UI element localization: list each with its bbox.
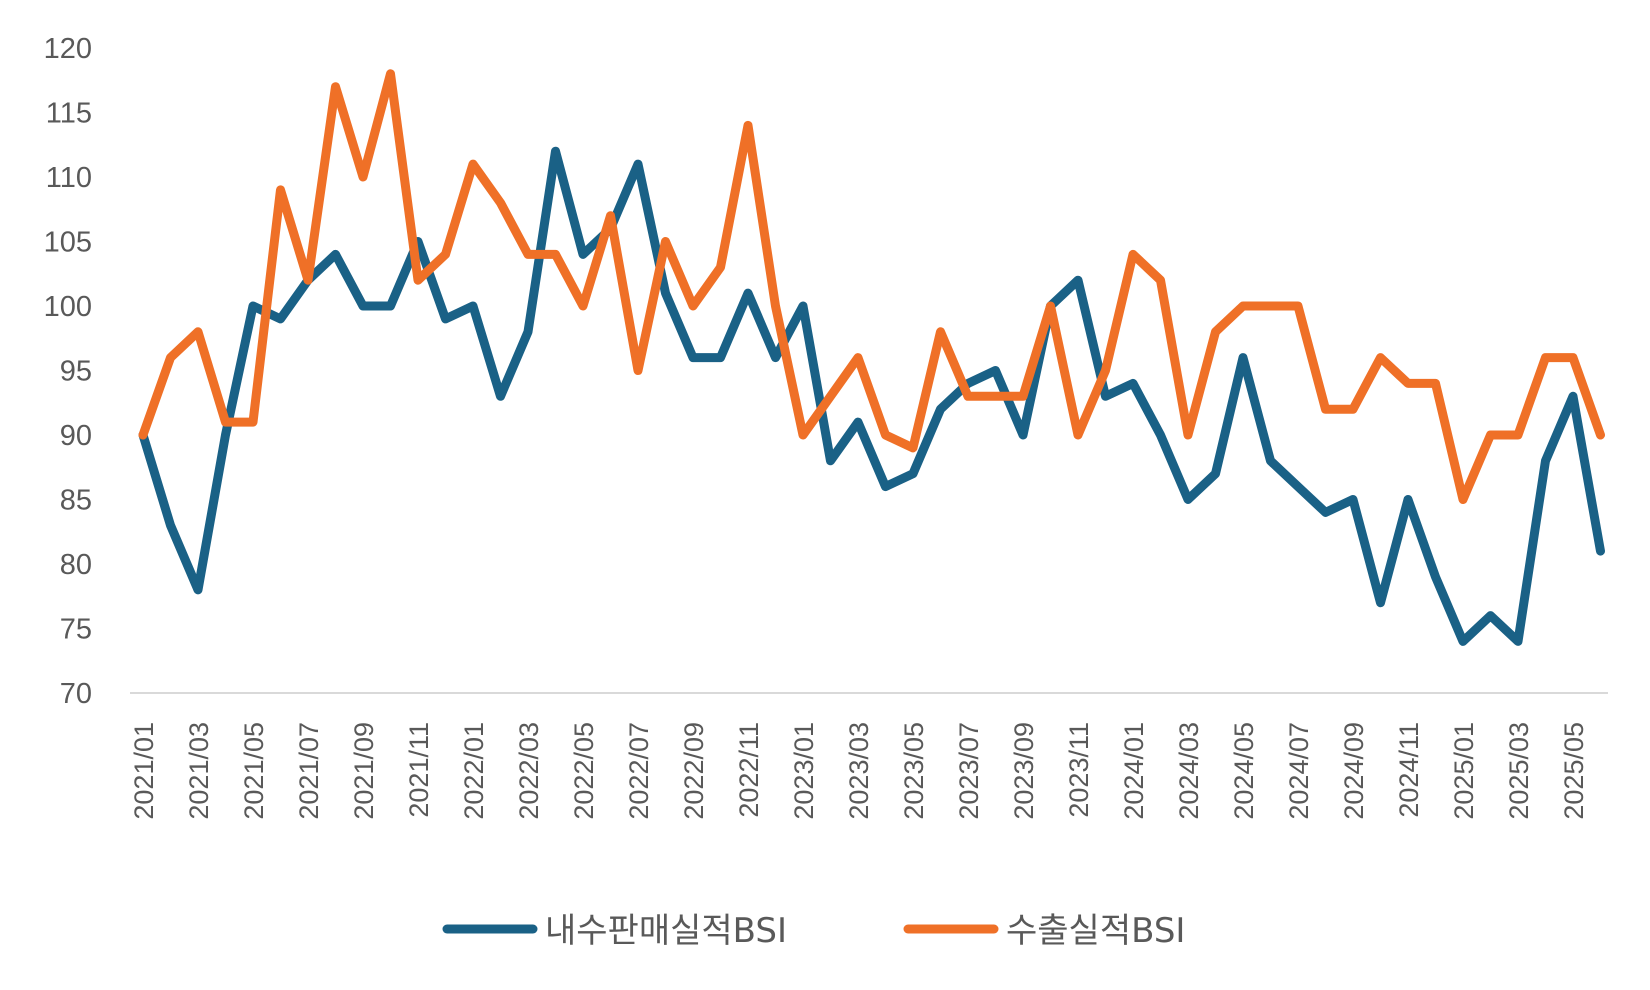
y-tick-label: 100 bbox=[44, 291, 92, 323]
x-tick-label: 2024/01 bbox=[1119, 722, 1149, 820]
x-axis-ticks: 2021/01 2021/03 2021/05 2021/07 2021/09 2021/… bbox=[129, 722, 1589, 820]
series-line-domestic bbox=[138, 146, 1605, 646]
x-tick-label: 2022/05 bbox=[569, 722, 599, 820]
x-tick-label: 2024/03 bbox=[1174, 722, 1204, 820]
x-tick-label: 2021/09 bbox=[349, 722, 379, 820]
y-tick-label: 105 bbox=[44, 227, 92, 259]
series-lines bbox=[138, 69, 1605, 646]
x-tick-label: 2021/11 bbox=[404, 722, 434, 818]
y-tick-label: 115 bbox=[46, 98, 92, 130]
legend-item-export: 수출실적BSI bbox=[903, 911, 1185, 951]
y-tick-label: 95 bbox=[60, 356, 92, 388]
y-tick-label: 120 bbox=[44, 33, 92, 65]
x-tick-label: 2021/05 bbox=[239, 722, 269, 820]
x-tick-label: 2022/11 bbox=[734, 722, 764, 818]
y-tick-label: 110 bbox=[46, 162, 92, 194]
legend-item-domestic: 내수판매실적BSI bbox=[442, 911, 787, 951]
x-tick-label: 2024/09 bbox=[1339, 722, 1369, 820]
x-tick-label: 2023/05 bbox=[899, 722, 929, 820]
y-tick-label: 70 bbox=[60, 678, 92, 710]
legend: 내수판매실적BSI 수출실적BSI bbox=[442, 911, 1185, 951]
x-tick-label: 2022/03 bbox=[514, 722, 544, 820]
y-tick-label: 80 bbox=[60, 549, 92, 581]
x-tick-label: 2023/03 bbox=[844, 722, 874, 820]
legend-label-export: 수출실적BSI bbox=[1006, 911, 1185, 951]
x-tick-label: 2022/07 bbox=[624, 722, 654, 820]
x-tick-label: 2022/09 bbox=[679, 722, 709, 820]
x-tick-label: 2024/05 bbox=[1229, 722, 1259, 820]
series-line-export bbox=[138, 69, 1605, 504]
y-tick-label: 90 bbox=[60, 420, 92, 452]
x-tick-label: 2021/07 bbox=[294, 722, 324, 820]
x-tick-label: 2023/07 bbox=[954, 722, 984, 820]
x-tick-label: 2024/07 bbox=[1284, 722, 1314, 820]
y-tick-label: 75 bbox=[60, 614, 92, 646]
y-tick-label: 85 bbox=[60, 485, 92, 517]
x-tick-label: 2025/03 bbox=[1504, 722, 1534, 820]
x-tick-label: 2025/01 bbox=[1449, 722, 1479, 820]
y-axis-ticks: 70 75 80 85 90 95 100 105 110 115 120 bbox=[44, 33, 92, 710]
x-tick-label: 2023/01 bbox=[789, 722, 819, 820]
x-tick-label: 2025/05 bbox=[1559, 722, 1589, 820]
x-tick-label: 2021/01 bbox=[129, 722, 159, 820]
x-tick-label: 2023/11 bbox=[1064, 722, 1094, 818]
legend-label-domestic: 내수판매실적BSI bbox=[545, 911, 787, 951]
x-tick-label: 2022/01 bbox=[459, 722, 489, 820]
x-tick-label: 2024/11 bbox=[1394, 722, 1424, 818]
x-tick-label: 2021/03 bbox=[184, 722, 214, 820]
x-tick-label: 2023/09 bbox=[1009, 722, 1039, 820]
